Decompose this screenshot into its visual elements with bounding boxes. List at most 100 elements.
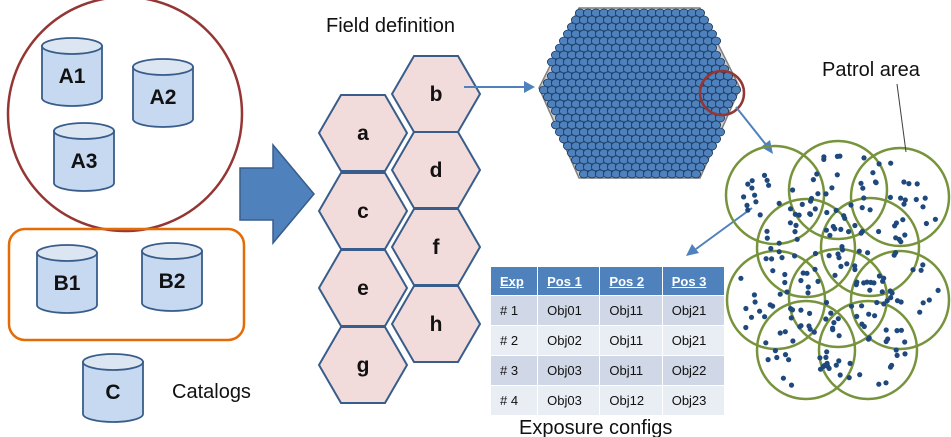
table-cell: Obj11 [599,355,663,386]
target-dot [834,153,841,159]
target-dot [893,220,900,226]
target-dot [777,291,783,297]
target-dot [920,204,926,210]
fiber-dot [695,8,706,18]
target-dot [838,226,844,232]
arrow-to-table [695,207,753,250]
target-dot [807,211,814,217]
target-dot [780,375,787,381]
exposure-configs-caption: Exposure configs [519,417,672,437]
target-dot [790,338,796,344]
target-dot [858,180,864,186]
target-dot [920,262,926,268]
target-dot [898,327,905,333]
target-dot [861,195,867,201]
target-dot [901,201,907,207]
target-dot [834,172,840,178]
target-dot [788,382,795,388]
target-dot [847,360,853,366]
target-dot [788,315,794,321]
target-dot [792,253,798,259]
target-dot [772,348,779,354]
target-dot [910,267,916,273]
target-dot [782,279,788,286]
target-dot [854,313,860,319]
target-dot [889,362,895,368]
target-dot [902,351,908,357]
target-dot [798,307,804,313]
table-row: # 4 Obj03 Obj12 Obj23 [489,385,726,416]
target-dot [861,323,867,330]
target-dot [741,194,747,200]
target-dot [824,349,830,355]
target-dot [745,181,751,187]
target-dot [893,250,899,256]
arrow-zoom [735,106,768,147]
patrol-circle [819,196,921,298]
target-dot [898,195,904,201]
target-dot [923,220,930,227]
catalog-label: A2 [150,86,177,109]
target-dot [798,277,804,284]
target-dot [860,185,866,191]
target-dot [757,308,763,314]
fiber-dot [731,85,742,95]
catalog-group-b [7,227,246,342]
field-label: h [430,313,443,336]
target-dot [776,240,782,246]
patrol-circle [849,146,951,248]
table-cell: # 2 [489,325,539,356]
target-dot [799,201,805,207]
table-cell: Obj11 [599,325,663,356]
catalog-label: C [105,381,120,404]
target-dot [794,236,800,242]
target-dot [823,354,829,360]
target-dot [836,358,842,364]
target-dot [867,287,873,293]
fiber-dot [703,22,714,32]
target-dot [823,227,830,233]
patrol-circle [787,247,889,349]
target-dot [867,207,873,213]
table-cell: Obj03 [537,355,601,386]
target-dot [833,362,839,368]
table-cell: Obj02 [537,325,601,356]
target-dot [793,222,799,228]
table-cell: Obj03 [537,385,601,416]
target-dot [836,333,842,339]
target-dot [763,256,769,262]
target-dot [852,263,858,269]
fiber-dot [711,50,722,60]
target-dot [748,314,755,320]
target-dot [749,178,755,184]
column-header: Exp [489,266,539,296]
field-hexagon: a [317,94,409,172]
target-dot [861,155,867,161]
target-dot [743,324,749,331]
table-cell: # 1 [489,295,539,326]
target-dot [749,185,755,191]
target-dot [824,209,830,216]
catalogs-caption: Catalogs [172,381,251,403]
target-dot [782,329,788,335]
target-dot [889,290,895,296]
target-dot [784,289,790,295]
target-dot [883,338,889,345]
fiber-dot [711,36,722,46]
target-dot [857,372,863,378]
target-dot [812,266,818,272]
table-cell: Obj11 [599,295,663,326]
target-dot [745,207,751,213]
table-cell: Obj01 [537,295,601,326]
target-dot [751,292,758,298]
target-dot [831,320,837,326]
field-label: b [430,83,443,106]
field-hexagon: f [390,208,482,286]
target-dot [787,206,794,212]
target-dot [913,196,919,203]
target-dot [764,177,770,183]
zoom-circle [698,69,746,117]
patrol-circle [849,249,951,351]
target-dot [893,347,899,353]
